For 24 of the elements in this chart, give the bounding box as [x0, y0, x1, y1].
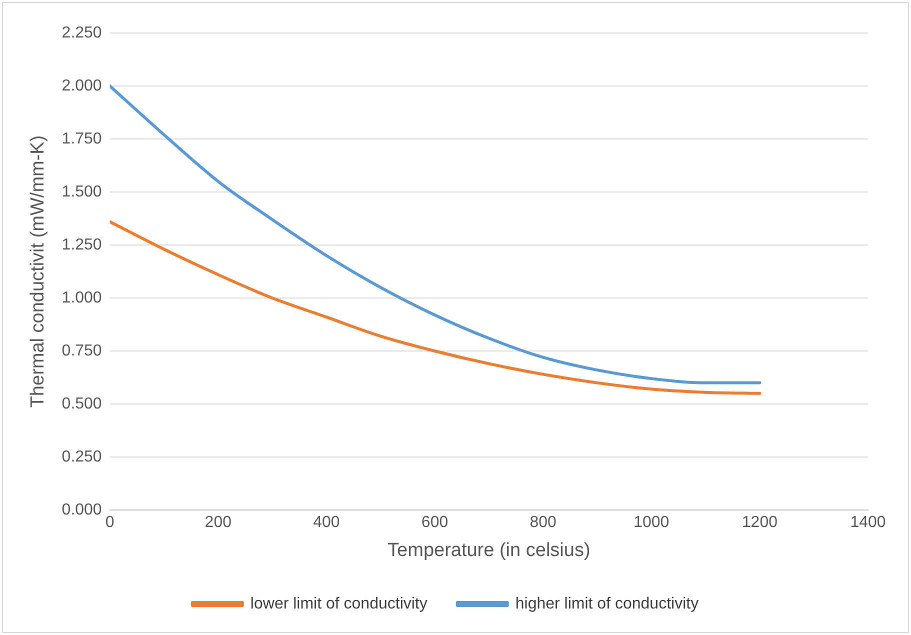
- legend-label: lower limit of conductivity: [250, 595, 428, 612]
- y-tick-label: 0.250: [62, 448, 102, 466]
- x-tick-label: 600: [421, 514, 448, 532]
- y-tick-label: 2.000: [62, 77, 102, 94]
- x-tick-label: 200: [204, 514, 232, 532]
- y-tick-label: 1.250: [62, 236, 102, 254]
- x-tick-label: 1000: [634, 514, 670, 532]
- y-tick-label: 0.000: [62, 501, 102, 518]
- line-series: [110, 220, 762, 395]
- legend-label: higher limit of conductivity: [515, 595, 699, 612]
- y-tick-label: 0.750: [62, 342, 102, 360]
- y-axis-title: Thermal conductivit (mW/mm-K): [28, 135, 49, 408]
- y-tick-label: 0.500: [62, 395, 102, 412]
- line-series: [110, 84, 762, 384]
- y-tick-label: 2.250: [62, 24, 102, 42]
- x-tick-label: 0: [105, 514, 114, 532]
- x-tick-label: 1200: [742, 514, 778, 532]
- x-tick-label: 800: [530, 514, 557, 532]
- y-tick-label: 1.500: [62, 183, 102, 200]
- y-tick-label: 1.750: [62, 130, 102, 148]
- x-tick-label: 400: [313, 514, 340, 532]
- x-axis-title: Temperature (in celsius): [388, 540, 590, 561]
- x-tick-label: 1400: [850, 514, 886, 532]
- y-tick-label: 1.000: [62, 289, 102, 306]
